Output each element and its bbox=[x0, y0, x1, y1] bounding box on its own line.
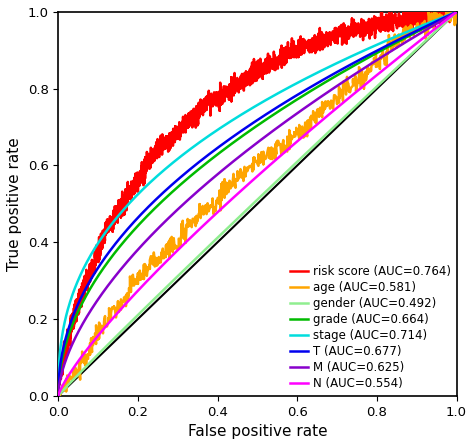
Legend: risk score (AUC=0.764), age (AUC=0.581), gender (AUC=0.492), grade (AUC=0.664), : risk score (AUC=0.764), age (AUC=0.581),… bbox=[290, 265, 451, 390]
Y-axis label: True positive rate: True positive rate bbox=[7, 137, 22, 271]
X-axis label: False positive rate: False positive rate bbox=[188, 424, 327, 439]
